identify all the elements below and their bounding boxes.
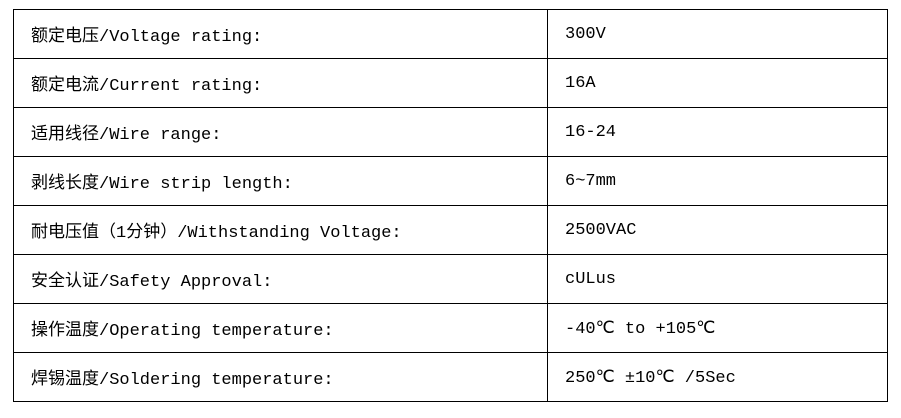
table-row: 耐电压值（1分钟）/Withstanding Voltage: 2500VAC bbox=[13, 205, 888, 255]
table-row: 剥线长度/Wire strip length: 6~7mm bbox=[13, 156, 888, 206]
spec-value: 16-24 bbox=[547, 107, 888, 157]
spec-label: 安全认证/Safety Approval: bbox=[13, 254, 548, 304]
spec-value: 300V bbox=[547, 9, 888, 59]
spec-value: 250℃ ±10℃ /5Sec bbox=[547, 352, 888, 402]
table-row: 安全认证/Safety Approval: cULus bbox=[13, 254, 888, 304]
table-row: 焊锡温度/Soldering temperature: 250℃ ±10℃ /5S… bbox=[13, 352, 888, 402]
spec-value: cULus bbox=[547, 254, 888, 304]
spec-table: 额定电压/Voltage rating: 300V 额定电流/Current rat… bbox=[13, 9, 888, 402]
spec-label: 额定电流/Current rating: bbox=[13, 58, 548, 108]
table-row: 额定电流/Current rating: 16A bbox=[13, 58, 888, 108]
spec-label: 剥线长度/Wire strip length: bbox=[13, 156, 548, 206]
table-row: 适用线径/Wire range: 16-24 bbox=[13, 107, 888, 157]
spec-value: -40℃ to +105℃ bbox=[547, 303, 888, 353]
table-row: 操作温度/Operating temperature: -40℃ to +105℃ bbox=[13, 303, 888, 353]
table-row: 额定电压/Voltage rating: 300V bbox=[13, 9, 888, 59]
spec-label: 适用线径/Wire range: bbox=[13, 107, 548, 157]
spec-value: 16A bbox=[547, 58, 888, 108]
spec-label: 耐电压值（1分钟）/Withstanding Voltage: bbox=[13, 205, 548, 255]
spec-label: 焊锡温度/Soldering temperature: bbox=[13, 352, 548, 402]
spec-label: 操作温度/Operating temperature: bbox=[13, 303, 548, 353]
spec-label: 额定电压/Voltage rating: bbox=[13, 9, 548, 59]
spec-value: 2500VAC bbox=[547, 205, 888, 255]
spec-value: 6~7mm bbox=[547, 156, 888, 206]
